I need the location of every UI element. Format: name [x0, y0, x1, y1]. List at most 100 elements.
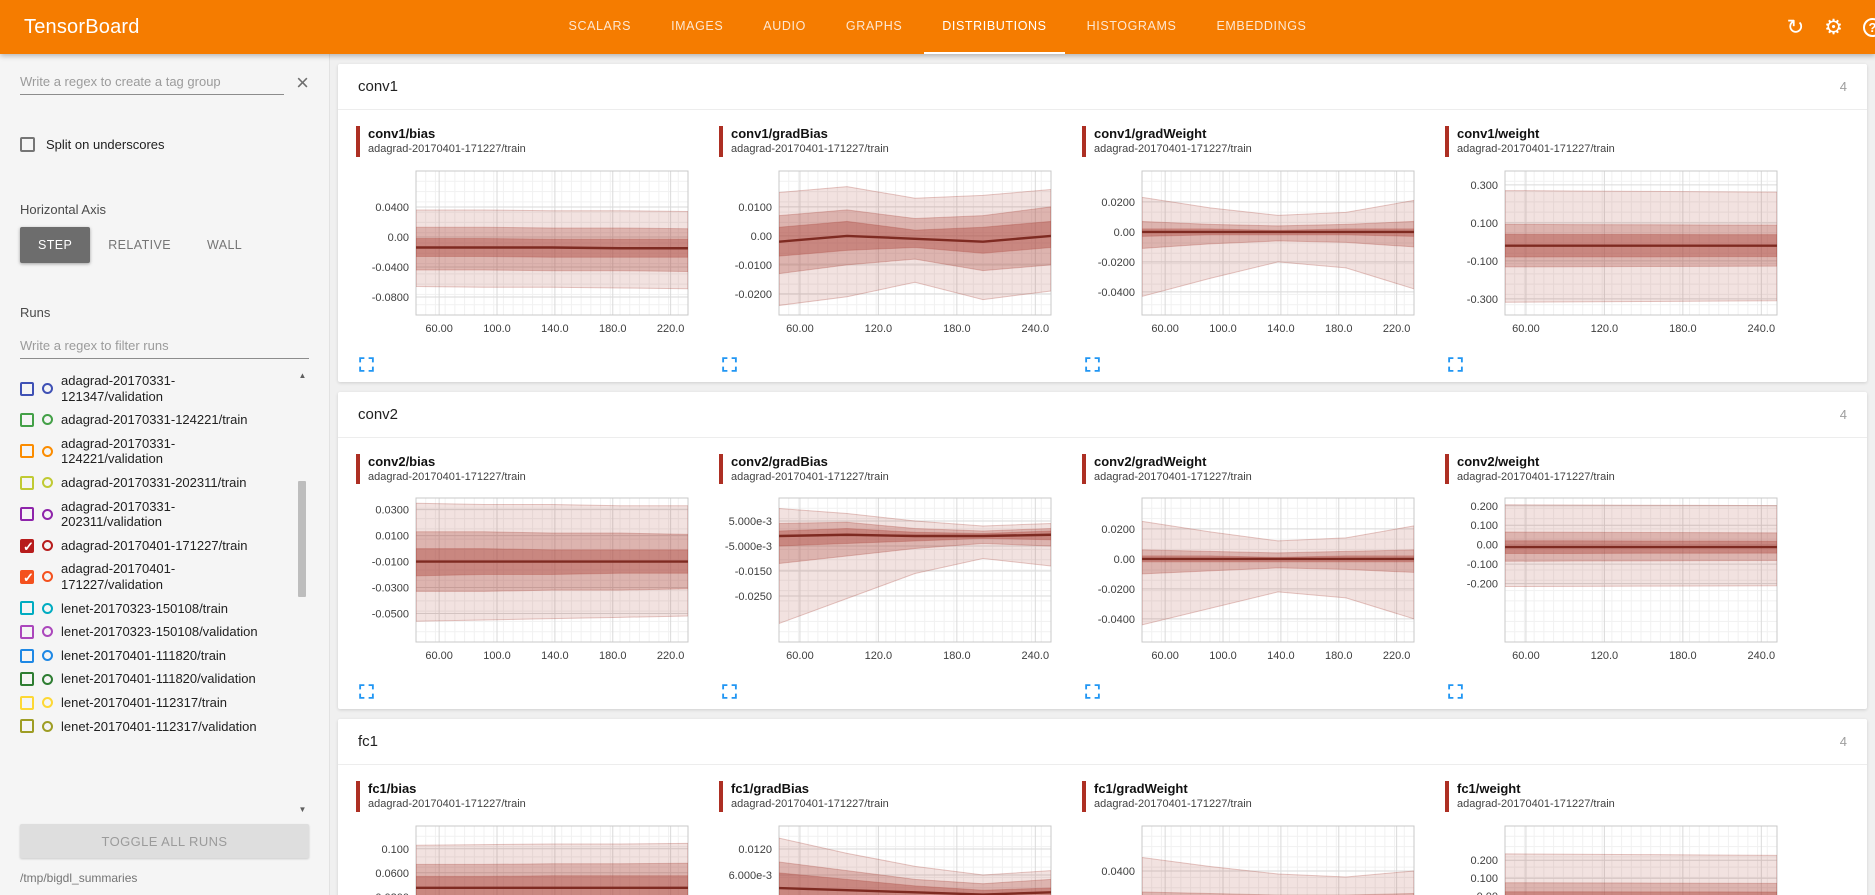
- svg-text:-0.0400: -0.0400: [1098, 614, 1135, 626]
- split-underscores-checkbox[interactable]: [20, 137, 35, 152]
- svg-text:140.0: 140.0: [541, 323, 569, 335]
- run-color-radio[interactable]: [42, 697, 53, 709]
- expand-chart-icon[interactable]: [358, 683, 375, 700]
- run-label: lenet-20170401-111820/validation: [61, 671, 256, 687]
- axis-button-relative[interactable]: RELATIVE: [90, 227, 189, 263]
- run-checkbox[interactable]: [20, 672, 34, 687]
- distribution-plot: 60.00120.0180.0240.00.01206.000e-30.00-6…: [729, 825, 1052, 895]
- svg-text:180.0: 180.0: [1669, 323, 1697, 335]
- svg-text:0.00: 0.00: [1114, 554, 1135, 566]
- svg-text:0.0600: 0.0600: [375, 867, 409, 879]
- tab-embeddings[interactable]: EMBEDDINGS: [1216, 19, 1307, 33]
- expand-chart-icon[interactable]: [721, 356, 738, 373]
- tab-images[interactable]: IMAGES: [671, 19, 724, 33]
- svg-text:0.0300: 0.0300: [375, 505, 409, 517]
- distribution-chart-card: conv2/weight adagrad-20170401-171227/trai…: [1445, 453, 1790, 702]
- axis-button-group: STEP RELATIVE WALL: [20, 227, 309, 263]
- run-color-radio[interactable]: [42, 383, 53, 395]
- axis-button-step[interactable]: STEP: [20, 227, 91, 263]
- run-color-radio[interactable]: [42, 571, 53, 583]
- run-row: lenet-20170401-111820/validation: [20, 667, 293, 691]
- toggle-all-runs-button[interactable]: TOGGLE ALL RUNS: [20, 824, 309, 858]
- runs-filter-input[interactable]: [20, 334, 309, 359]
- run-row: lenet-20170323-150108/train: [20, 597, 293, 621]
- svg-text:120.0: 120.0: [1591, 650, 1619, 662]
- expand-chart-icon[interactable]: [1084, 683, 1101, 700]
- expand-chart-icon[interactable]: [1447, 683, 1464, 700]
- scrollbar-thumb[interactable]: [298, 480, 306, 597]
- run-color-radio[interactable]: [42, 414, 53, 426]
- run-checkbox[interactable]: [20, 444, 34, 459]
- app-header: TensorBoard SCALARS IMAGES AUDIO GRAPHS DIST…: [0, 0, 1875, 54]
- chart-title: conv2/bias: [368, 453, 436, 469]
- run-color-radio[interactable]: [42, 626, 53, 638]
- close-icon[interactable]: ×: [296, 69, 309, 95]
- svg-text:60.00: 60.00: [786, 323, 814, 335]
- category-title: fc1: [358, 733, 379, 751]
- tab-audio[interactable]: AUDIO: [763, 19, 806, 33]
- run-color-radio[interactable]: [42, 720, 53, 732]
- refresh-icon[interactable]: ↻: [1786, 15, 1805, 39]
- svg-text:-0.0200: -0.0200: [1098, 584, 1135, 596]
- svg-text:0.0100: 0.0100: [375, 531, 409, 543]
- expand-row: [1447, 683, 1790, 701]
- distribution-plot: 60.00 100.0 140.0 180.0 220.0 0.0400 0.00 -0.04…: [372, 170, 689, 335]
- run-checkbox[interactable]: [20, 412, 34, 427]
- svg-text:240.0: 240.0: [1022, 323, 1050, 335]
- expand-row: [721, 356, 1064, 374]
- run-color-radio[interactable]: [42, 673, 53, 685]
- tab-histograms[interactable]: HISTOGRAMS: [1086, 19, 1177, 33]
- runs-scrollbar[interactable]: ▲ ▼: [296, 369, 309, 816]
- run-checkbox[interactable]: [20, 381, 34, 396]
- svg-text:-0.0200: -0.0200: [735, 288, 772, 300]
- chart-title: conv1/gradWeight: [1094, 126, 1207, 141]
- svg-text:0.0400: 0.0400: [1101, 866, 1135, 878]
- expand-chart-icon[interactable]: [1084, 356, 1101, 373]
- run-color-radio[interactable]: [42, 540, 53, 552]
- run-label: lenet-20170323-150108/validation: [61, 624, 258, 640]
- run-checkbox[interactable]: [20, 601, 34, 616]
- run-label: adagrad-20170331-121347/validation: [61, 373, 176, 404]
- tag-group-regex-input[interactable]: [20, 70, 285, 95]
- category-card-fc1: fc1 4 fc1/bias adagrad-20170401-171227/trai…: [338, 719, 1867, 895]
- split-underscores-row[interactable]: Split on underscores: [20, 137, 309, 152]
- axis-button-wall[interactable]: WALL: [189, 227, 260, 263]
- distribution-chart-card: fc1/gradBias adagrad-20170401-171227/trai…: [719, 781, 1064, 895]
- expand-chart-icon[interactable]: [1447, 356, 1464, 373]
- run-checkbox[interactable]: ✓: [20, 569, 34, 585]
- expand-row: [1447, 356, 1790, 374]
- category-header[interactable]: fc1 4: [338, 719, 1867, 766]
- category-header[interactable]: conv2 4: [338, 392, 1867, 438]
- run-color-radio[interactable]: [42, 508, 53, 520]
- expand-chart-icon[interactable]: [721, 683, 738, 700]
- run-checkbox[interactable]: [20, 719, 34, 734]
- checkbox-check-icon: ✓: [23, 569, 34, 585]
- tab-graphs[interactable]: GRAPHS: [845, 19, 903, 33]
- scroll-down-icon[interactable]: ▼: [298, 805, 307, 814]
- run-checkbox[interactable]: [20, 695, 34, 710]
- run-checkbox[interactable]: [20, 624, 34, 639]
- run-checkbox[interactable]: ✓: [20, 538, 34, 554]
- scroll-up-icon[interactable]: ▲: [298, 371, 307, 380]
- run-checkbox[interactable]: [20, 648, 34, 663]
- run-color-radio[interactable]: [42, 650, 53, 662]
- svg-text:220.0: 220.0: [657, 650, 685, 662]
- tab-scalars[interactable]: SCALARS: [568, 19, 632, 33]
- run-label: adagrad-20170331-202311/validation: [61, 498, 176, 530]
- svg-text:60.00: 60.00: [1151, 323, 1179, 335]
- run-checkbox[interactable]: [20, 475, 34, 490]
- chart-header: fc1/weight adagrad-20170401-171227/train: [1445, 781, 1790, 812]
- run-color-radio[interactable]: [42, 477, 53, 489]
- svg-text:-0.0250: -0.0250: [735, 591, 772, 603]
- svg-text:180.0: 180.0: [599, 650, 627, 662]
- expand-chart-icon[interactable]: [358, 356, 375, 373]
- tab-distributions[interactable]: DISTRIBUTIONS: [924, 0, 1065, 54]
- help-icon[interactable]: ?: [1863, 17, 1875, 37]
- category-header[interactable]: conv1 4: [338, 64, 1867, 110]
- run-color-radio[interactable]: [42, 445, 53, 457]
- settings-gear-icon[interactable]: ⚙: [1824, 15, 1843, 39]
- run-color-radio[interactable]: [42, 602, 53, 614]
- svg-text:-0.0150: -0.0150: [735, 566, 772, 578]
- run-checkbox[interactable]: [20, 507, 34, 522]
- svg-text:-0.0800: -0.0800: [372, 292, 409, 304]
